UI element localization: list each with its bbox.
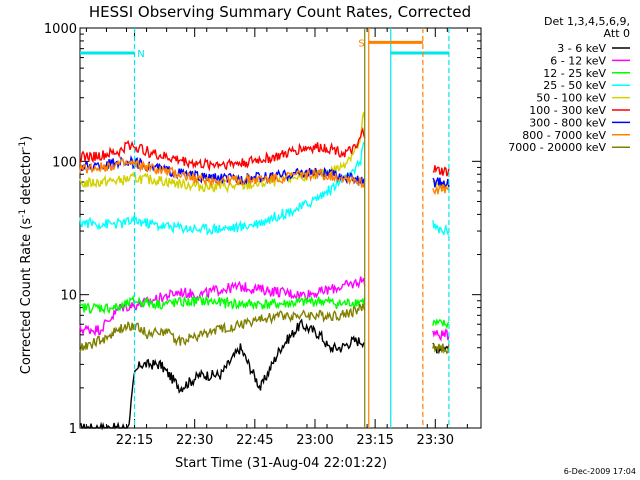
x-tick-label: 23:30	[417, 433, 454, 448]
legend-label: 300 - 800 keV	[529, 116, 606, 129]
y-tick-label: 10	[60, 289, 77, 304]
x-tick-label: 22:45	[236, 433, 273, 448]
flag-label: N	[137, 49, 144, 60]
x-axis-label: Start Time (31-Aug-04 22:01:22)	[175, 456, 387, 471]
x-tick-label: 22:15	[116, 433, 153, 448]
y-tick-label: 1000	[44, 22, 77, 37]
legend-label: 6 - 12 keV	[550, 54, 606, 67]
plot-frame	[79, 27, 482, 429]
series-line-3	[79, 294, 450, 330]
x-tick-label: 22:30	[176, 433, 213, 448]
y-axis-label-end: )	[19, 136, 34, 141]
legend-header-line2: Att 0	[604, 27, 630, 40]
legend-label: 50 - 100 keV	[536, 92, 606, 105]
y-axis-label-main: Corrected Count Rate (s	[19, 218, 34, 375]
series-line-4	[79, 141, 450, 237]
y-axis-label-sup2: -1	[18, 141, 28, 150]
legend-label: 100 - 300 keV	[529, 104, 606, 117]
y-tick-label: 100	[52, 155, 77, 170]
y-axis-label: Corrected Count Rate (s-1 detector-1)	[18, 136, 34, 374]
y-axis-label-sup1: -1	[18, 209, 28, 218]
chart-title: HESSI Observing Summary Count Rates, Cor…	[89, 3, 471, 21]
series-line-9	[79, 303, 450, 355]
series-line-8	[79, 158, 449, 196]
legend-label: 3 - 6 keV	[557, 42, 606, 55]
footer-date: 6-Dec-2009 17:04	[564, 467, 636, 476]
legend-label: 12 - 25 keV	[543, 67, 606, 80]
series-line-1	[79, 318, 450, 431]
plot-area: 1 10 100 1000 22:15 22:30 22:45 23:00 23:15 23:30…	[44, 22, 482, 448]
flag-label: S	[358, 38, 364, 49]
legend-label: 25 - 50 keV	[543, 79, 606, 92]
series-line-6	[79, 126, 450, 177]
legend-header-line1: Det 1,3,4,5,6,9,	[544, 15, 630, 28]
y-axis-label-mid: detector	[19, 149, 34, 209]
x-tick-label: 23:00	[296, 433, 333, 448]
legend-label: 800 - 7000 keV	[522, 129, 606, 142]
series-line-2	[79, 276, 450, 342]
x-tick-label: 23:15	[356, 433, 393, 448]
legend-label: 7000 - 20000 keV	[508, 141, 606, 154]
y-tick-label: 1	[69, 422, 77, 437]
